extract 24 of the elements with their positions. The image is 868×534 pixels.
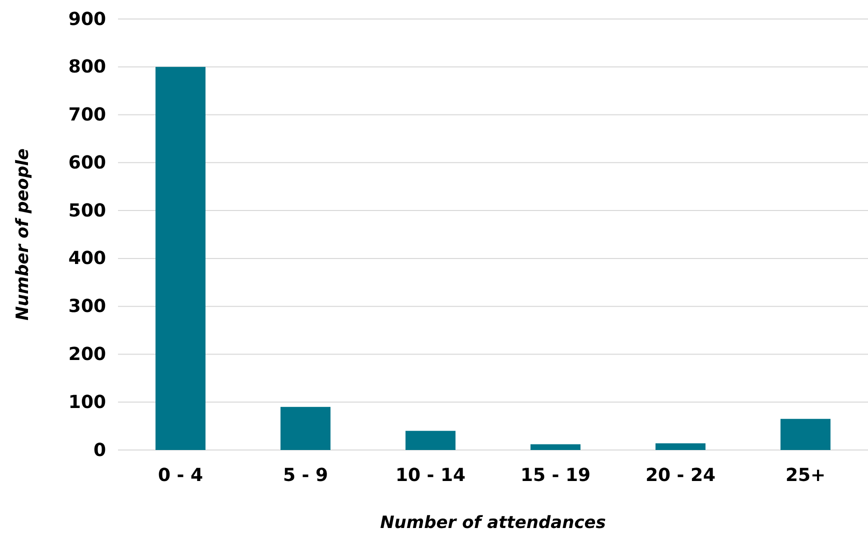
y-tick-label: 100: [68, 392, 106, 413]
bar: [280, 406, 330, 450]
y-tick-label: 800: [68, 56, 106, 78]
x-tick-label: 0 - 4: [158, 464, 204, 486]
x-axis-title: Number of attendances: [380, 513, 606, 533]
y-axis-title: Number of people: [13, 148, 33, 320]
y-tick-label: 500: [68, 200, 106, 222]
bar: [406, 430, 456, 450]
bar: [530, 444, 580, 450]
bar: [780, 418, 830, 450]
x-tick-label: 10 - 14: [395, 464, 466, 486]
bar: [156, 66, 206, 450]
y-tick-label: 300: [68, 296, 106, 318]
x-tick-label: 20 - 24: [645, 464, 716, 486]
x-tick-label: 5 - 9: [282, 464, 328, 486]
y-tick-label: 600: [68, 152, 106, 174]
y-tick-label: 0: [93, 440, 106, 461]
y-tick-label: 200: [68, 344, 106, 365]
y-tick-label: 400: [68, 248, 106, 270]
y-tick-label: 700: [68, 104, 106, 126]
y-tick-label: 900: [68, 8, 106, 30]
x-tick-label: 25+: [785, 464, 826, 486]
bar: [656, 443, 706, 450]
x-tick-label: 15 - 19: [520, 464, 591, 486]
